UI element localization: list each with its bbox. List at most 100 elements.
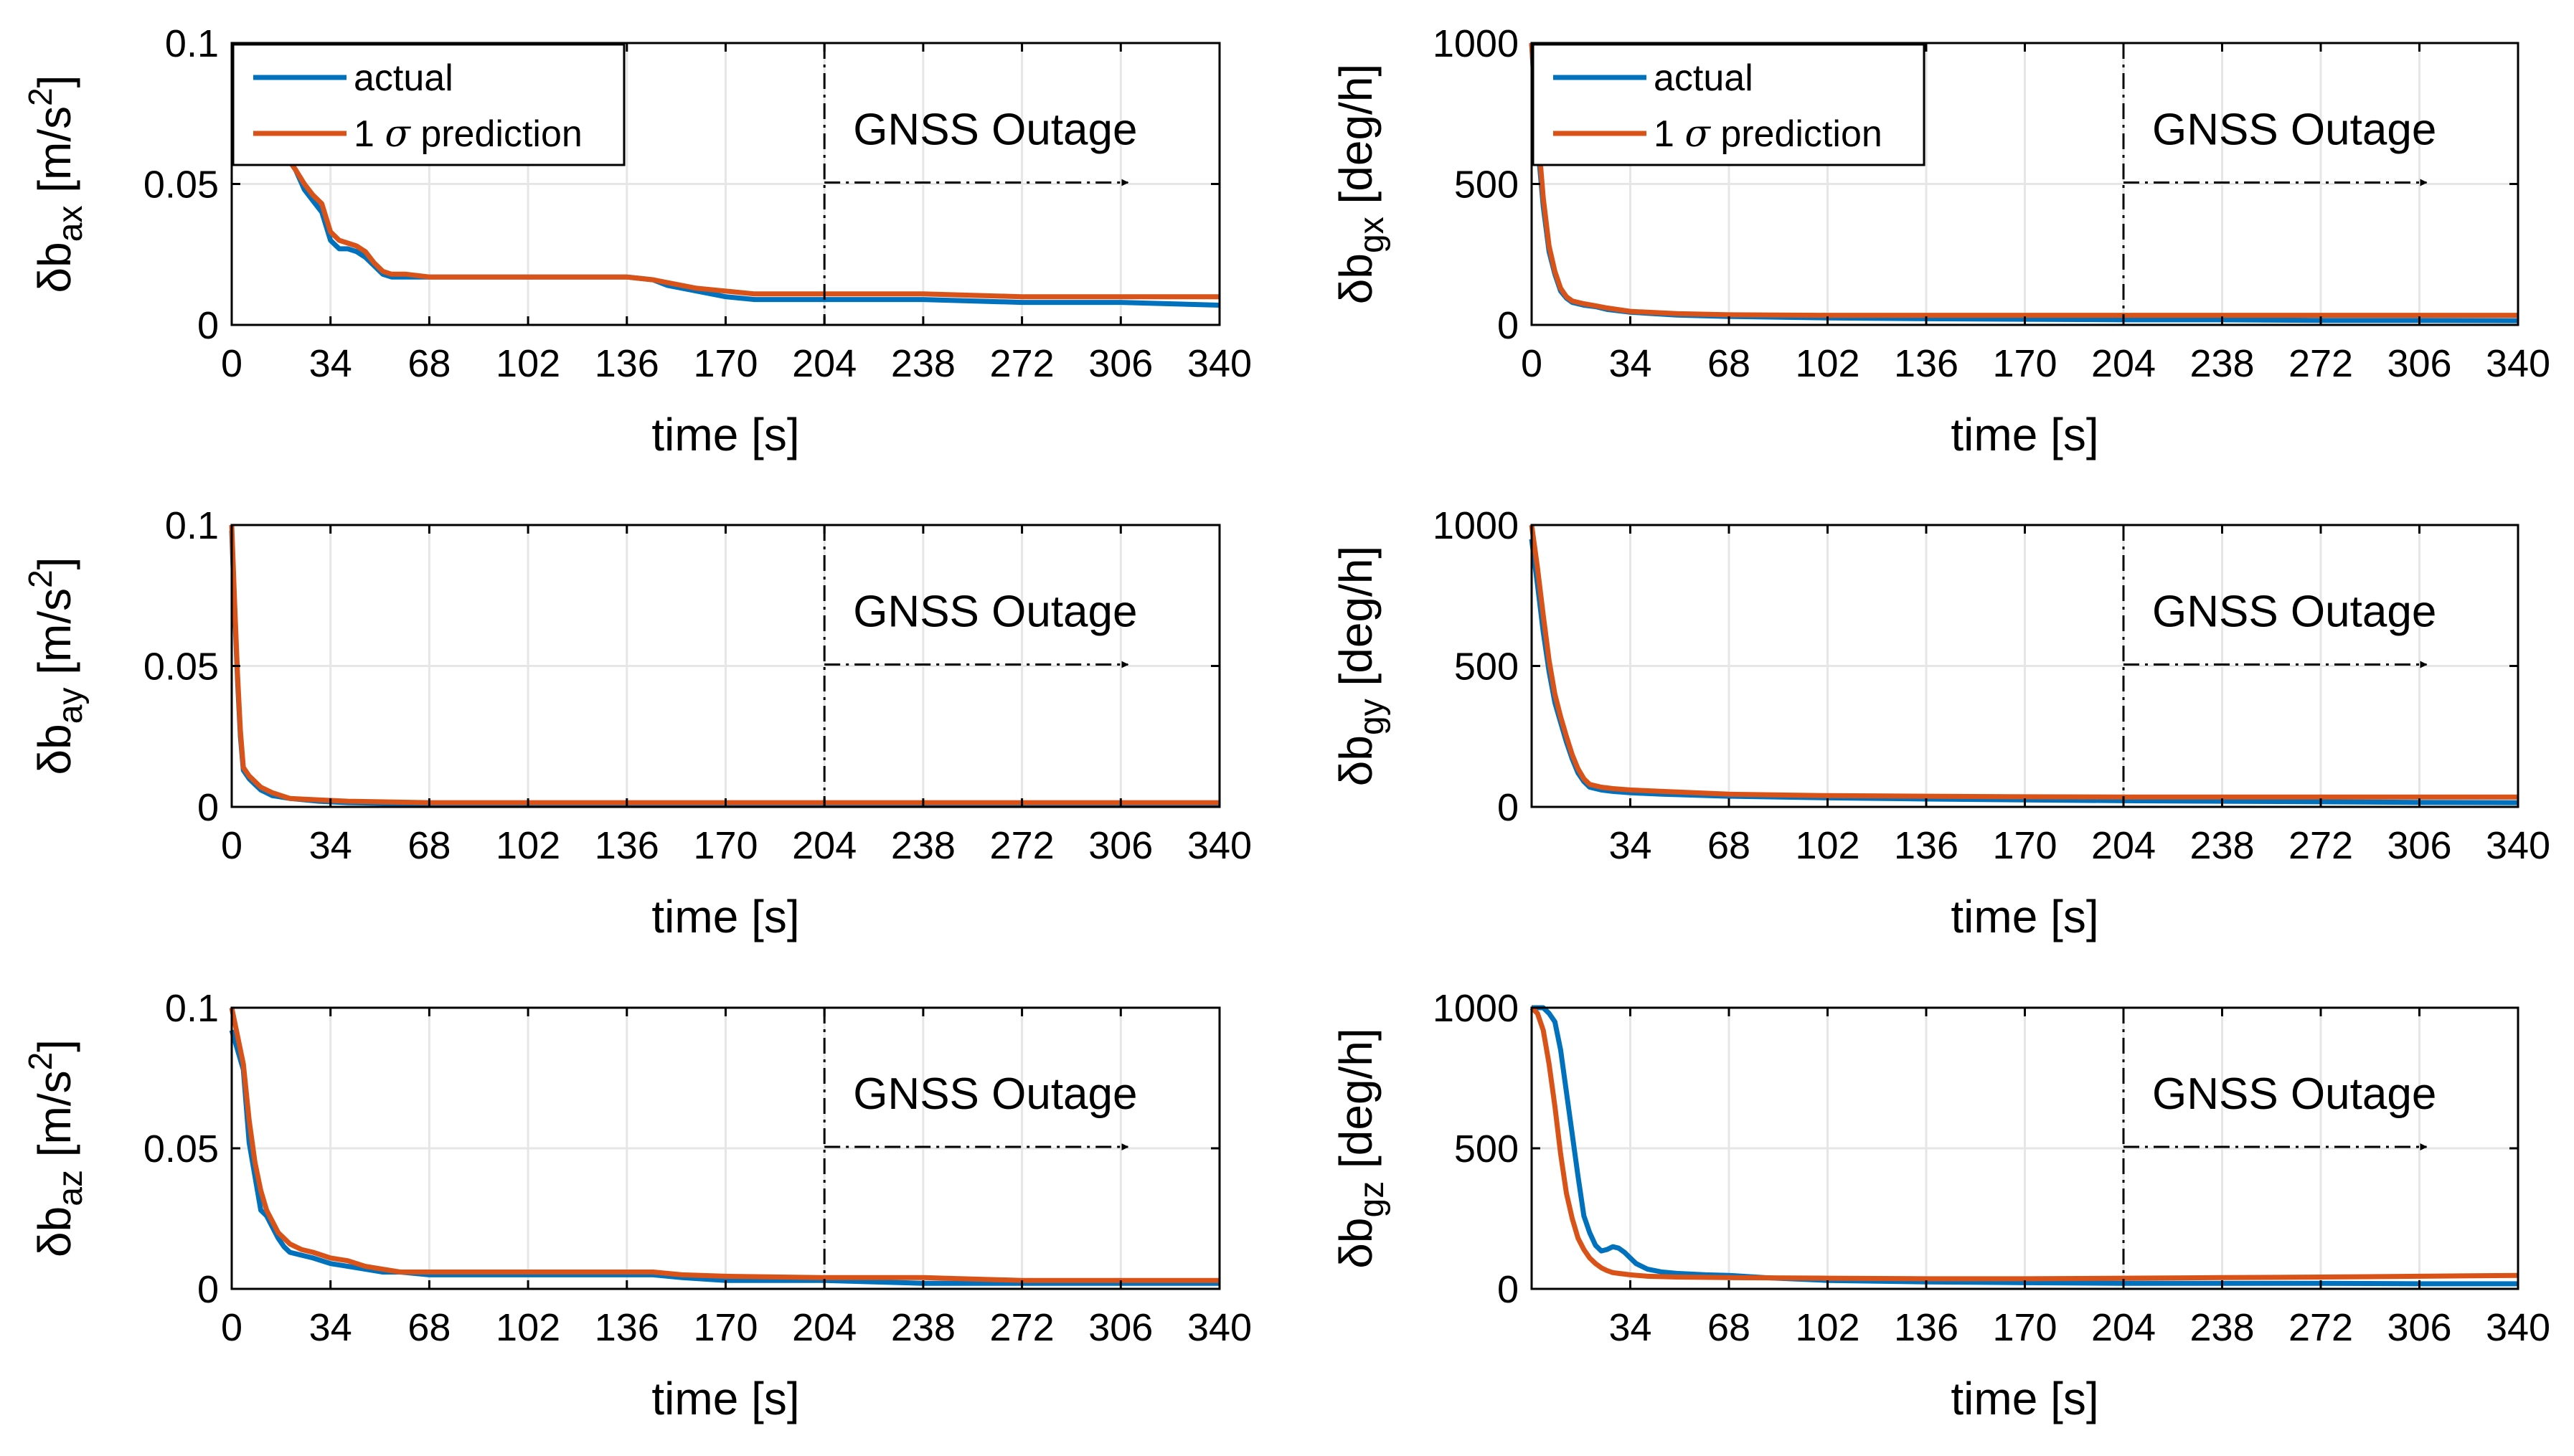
series-line-prediction [1529, 42, 2518, 318]
x-tick-label: 170 [693, 1306, 758, 1349]
y-tick-label: 0.1 [165, 504, 219, 547]
x-tick-label: 170 [1992, 342, 2057, 385]
x-tick-label: 204 [2091, 1306, 2156, 1349]
x-tick-label: 238 [2189, 342, 2254, 385]
y-label-sup: 2 [22, 88, 59, 106]
x-tick-label: 102 [496, 824, 560, 867]
y-label-close: ] [29, 557, 80, 570]
y-tick-label: 0 [197, 786, 219, 829]
x-tick-label: 272 [990, 824, 1055, 867]
y-tick-label: 0.05 [143, 1128, 219, 1171]
legend-label-prediction: 1 σ prediction [354, 113, 583, 156]
outage-label: GNSS Outage [2152, 1069, 2436, 1119]
y-tick-label: 0 [197, 1268, 219, 1311]
y-axis-label: δbgy [deg/h] [1330, 546, 1391, 786]
y-label-unit: [m/s [29, 588, 80, 688]
series-line-prediction [1529, 1006, 2519, 1282]
y-label-main: δb [29, 1206, 80, 1257]
x-tick-label: 68 [407, 342, 451, 385]
y-label-unit: [deg/h] [1330, 1028, 1382, 1181]
x-tick-label: 34 [1608, 342, 1651, 385]
x-tick-label: 102 [1795, 1306, 1859, 1349]
series-line-prediction [1529, 524, 2518, 800]
legend-sigma: σ [385, 113, 411, 156]
x-tick-label: 306 [2387, 824, 2451, 867]
legend-prefix: 1 [354, 113, 385, 155]
legend-suffix: prediction [410, 113, 583, 155]
x-tick-label: 340 [2486, 342, 2550, 385]
x-tick-label: 170 [1992, 824, 2057, 867]
x-tick-label: 306 [1088, 824, 1153, 867]
y-tick-label: 0.1 [165, 22, 219, 65]
x-axis-label: time [s] [1951, 409, 2098, 460]
legend-label-actual: actual [1654, 57, 1753, 99]
y-axis-label: δbax [m/s2] [22, 75, 90, 293]
x-tick-label: 136 [595, 824, 659, 867]
x-tick-label: 68 [1707, 1306, 1750, 1349]
legend: actual 1 σ prediction [1532, 43, 1925, 166]
x-tick-label: 102 [496, 1306, 560, 1349]
y-label-close: ] [29, 1039, 80, 1052]
panel-bgy: GNSS Outage 34 68 102 136 170 204 238 272 306 340 0… [1330, 504, 2550, 942]
y-tick-label: 1000 [1433, 987, 1519, 1030]
x-tick-label: 0 [221, 342, 242, 385]
x-axis-label: time [s] [651, 409, 799, 460]
panel-baz: GNSS Outage 0 34 68 102 136 170 204 238 272 306 340… [22, 987, 1252, 1424]
series-line-prediction [229, 524, 1220, 805]
y-axis-label: δbgz [deg/h] [1330, 1028, 1391, 1268]
outage-label: GNSS Outage [853, 105, 1137, 154]
x-tick-label: 0 [221, 824, 242, 867]
x-tick-label: 0 [1521, 342, 1542, 385]
legend: actual 1 σ prediction [232, 43, 626, 166]
x-tick-label: 136 [1894, 342, 1958, 385]
x-tick-label: 204 [2091, 824, 2156, 867]
x-tick-label: 68 [407, 824, 451, 867]
x-tick-label: 238 [2189, 824, 2254, 867]
outage-label: GNSS Outage [853, 587, 1137, 636]
x-tick-label: 170 [693, 824, 758, 867]
x-tick-label: 238 [2189, 1306, 2254, 1349]
legend-suffix: prediction [1710, 113, 1882, 155]
y-label-sub: ay [52, 688, 90, 724]
y-label-sub: gz [1353, 1181, 1391, 1218]
x-tick-label: 102 [1795, 824, 1859, 867]
x-tick-label: 306 [1088, 342, 1153, 385]
y-tick-label: 0.1 [165, 987, 219, 1030]
outage-label: GNSS Outage [2152, 105, 2436, 154]
y-label-unit: [deg/h] [1330, 64, 1382, 217]
x-tick-label: 272 [990, 1306, 1055, 1349]
x-tick-label: 34 [309, 342, 352, 385]
x-tick-label: 238 [891, 824, 956, 867]
x-tick-label: 272 [2288, 342, 2353, 385]
y-label-main: δb [1330, 253, 1382, 304]
x-tick-label: 340 [1187, 1306, 1252, 1349]
y-tick-label: 0 [1497, 786, 1519, 829]
x-tick-label: 170 [693, 342, 758, 385]
x-tick-label: 136 [595, 342, 659, 385]
y-tick-label: 1000 [1433, 504, 1519, 547]
y-label-sub: ax [52, 206, 90, 242]
y-tick-label: 0.05 [143, 646, 219, 689]
series-line-prediction [288, 160, 1220, 300]
legend-label-prediction: 1 σ prediction [1654, 113, 1882, 156]
x-axis-label: time [s] [651, 1373, 799, 1424]
y-label-main: δb [1330, 1217, 1382, 1268]
panel-bay: GNSS Outage 0 34 68 102 136 170 204 238 272 306 340… [22, 504, 1252, 942]
y-label-sup: 2 [22, 569, 59, 588]
y-tick-label: 0.05 [143, 164, 219, 207]
x-tick-label: 136 [1894, 824, 1958, 867]
outage-label: GNSS Outage [853, 1069, 1137, 1119]
y-label-sup: 2 [22, 1052, 59, 1071]
legend-prefix: 1 [1654, 113, 1684, 155]
x-tick-label: 238 [891, 1306, 956, 1349]
y-label-unit: [m/s [29, 106, 80, 206]
x-tick-label: 0 [221, 1306, 242, 1349]
y-label-main: δb [1330, 735, 1382, 786]
x-axis-label: time [s] [651, 891, 799, 942]
x-tick-label: 102 [1795, 342, 1859, 385]
panel-bgz: GNSS Outage 34 68 102 136 170 204 238 272 306 340 0… [1330, 987, 2550, 1424]
y-label-unit: [m/s [29, 1070, 80, 1170]
x-axis-label: time [s] [1951, 891, 2098, 942]
x-tick-label: 204 [792, 342, 857, 385]
